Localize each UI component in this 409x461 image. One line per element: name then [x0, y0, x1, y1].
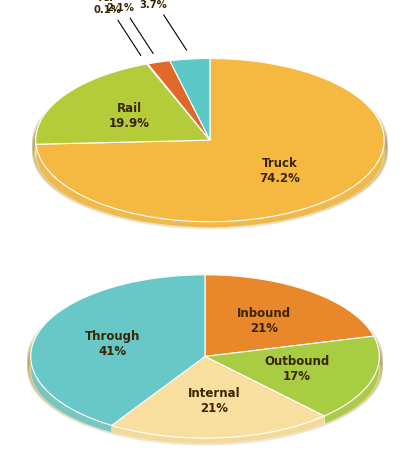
Ellipse shape — [27, 285, 383, 436]
Ellipse shape — [27, 291, 383, 442]
Text: Truck
74.2%: Truck 74.2% — [259, 157, 300, 185]
Polygon shape — [31, 275, 205, 432]
Ellipse shape — [27, 295, 383, 445]
Ellipse shape — [32, 77, 388, 227]
Polygon shape — [147, 64, 210, 140]
Polygon shape — [205, 275, 374, 356]
Text: Outbound
17%: Outbound 17% — [264, 355, 330, 383]
Text: Air
0.1%: Air 0.1% — [94, 0, 141, 55]
Polygon shape — [31, 275, 205, 426]
Text: Domestic Water
2.1%: Domestic Water 2.1% — [75, 0, 164, 53]
Text: International Water
3.7%: International Water 3.7% — [98, 0, 209, 50]
Polygon shape — [112, 356, 324, 438]
Ellipse shape — [32, 71, 388, 221]
Ellipse shape — [32, 65, 388, 215]
Ellipse shape — [32, 75, 388, 225]
Polygon shape — [205, 336, 379, 416]
Polygon shape — [112, 416, 324, 444]
Ellipse shape — [27, 284, 383, 433]
Polygon shape — [36, 59, 384, 222]
Ellipse shape — [27, 281, 383, 431]
Ellipse shape — [27, 293, 383, 443]
Ellipse shape — [34, 81, 386, 228]
Polygon shape — [148, 61, 210, 140]
Text: Inbound
21%: Inbound 21% — [237, 307, 291, 335]
Ellipse shape — [32, 69, 388, 219]
Polygon shape — [170, 59, 210, 140]
Polygon shape — [36, 64, 210, 144]
Ellipse shape — [32, 79, 388, 229]
Polygon shape — [324, 336, 379, 424]
Polygon shape — [36, 59, 384, 227]
Ellipse shape — [32, 73, 388, 223]
Ellipse shape — [27, 287, 383, 437]
Text: Internal
21%: Internal 21% — [188, 387, 240, 415]
Ellipse shape — [27, 290, 383, 439]
Ellipse shape — [32, 67, 388, 217]
Polygon shape — [36, 64, 147, 158]
Text: Rail
19.9%: Rail 19.9% — [109, 102, 150, 130]
Text: Through
41%: Through 41% — [85, 330, 141, 358]
Ellipse shape — [29, 297, 381, 444]
